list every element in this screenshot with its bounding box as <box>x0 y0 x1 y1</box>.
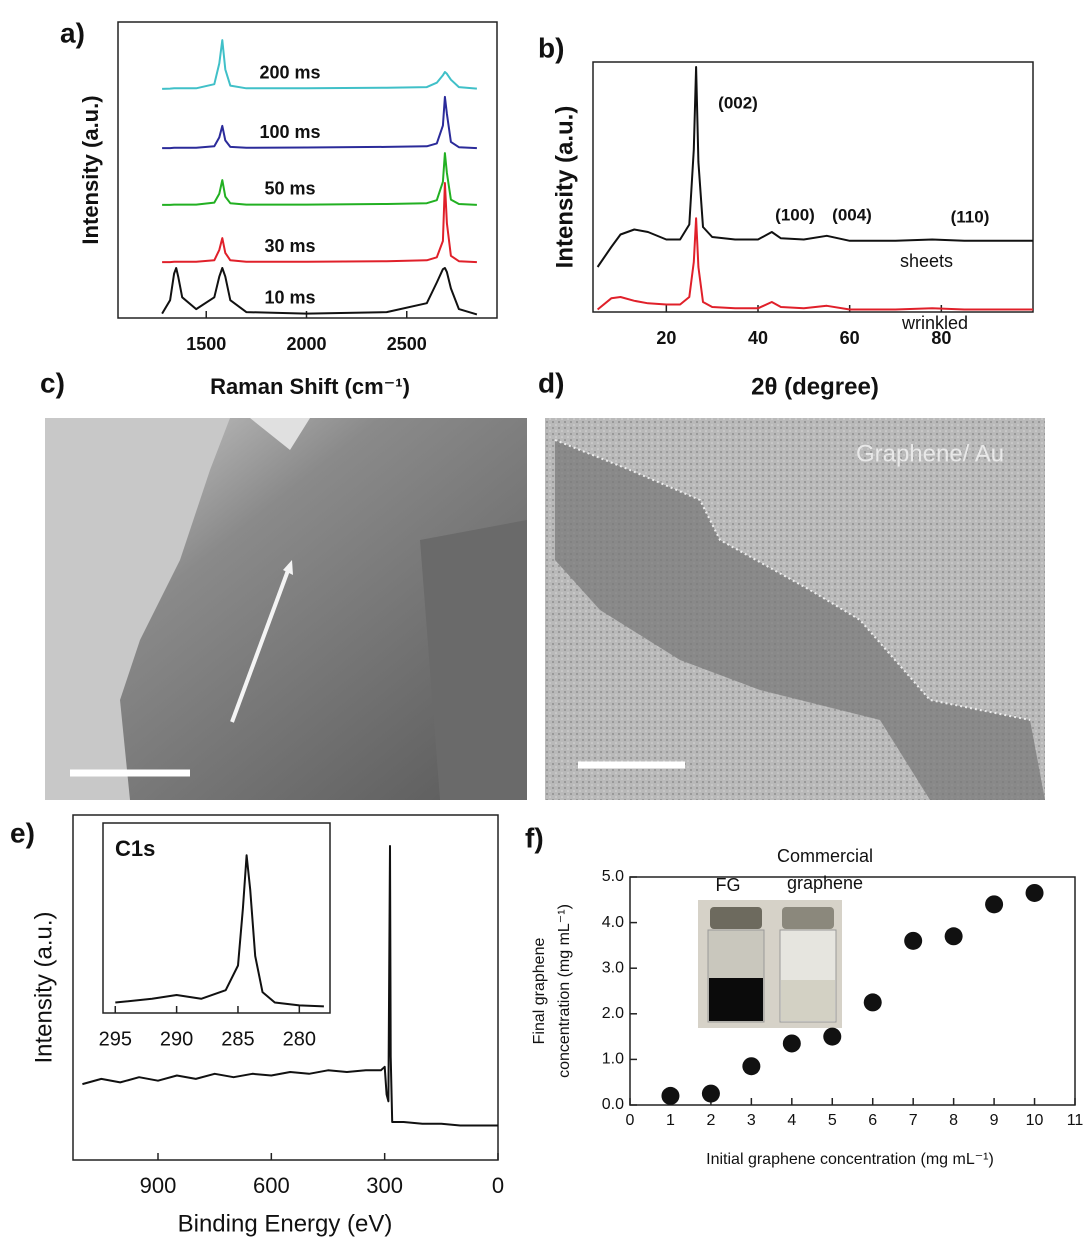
y-axis-title: Intensity (a.u.) <box>78 95 103 244</box>
x-tick-label: 6 <box>868 1112 877 1129</box>
series-line <box>162 152 477 206</box>
inset-title: C1s <box>115 836 155 861</box>
panel-label: f) <box>525 822 544 853</box>
inset-label: Commercial <box>777 846 873 866</box>
y-axis-title: concentration (mg mL⁻¹) <box>556 904 573 1078</box>
x-tick-label: 295 <box>99 1028 132 1050</box>
peak-annotation: (100) <box>775 205 815 224</box>
point <box>1025 883 1044 902</box>
panel-label: d) <box>538 367 564 398</box>
y-axis-title: Intensity (a.u.) <box>30 911 57 1063</box>
panel-label: a) <box>60 17 85 48</box>
series-label: 100 ms <box>259 122 320 142</box>
point <box>944 927 963 946</box>
peak-annotation: (002) <box>718 93 758 112</box>
y-tick-label: 5.0 <box>602 868 624 885</box>
x-tick-label: 9 <box>990 1112 999 1129</box>
series-label: 200 ms <box>259 63 320 83</box>
x-axis-title: Binding Energy (eV) <box>178 1210 393 1237</box>
x-tick-label: 7 <box>909 1112 918 1129</box>
x-tick-label: 4 <box>787 1112 796 1129</box>
series-line <box>161 267 478 316</box>
y-tick-label: 0.0 <box>602 1096 624 1113</box>
x-tick-label: 60 <box>840 328 860 348</box>
x-tick-label: 290 <box>160 1028 193 1050</box>
y-tick-label: 2.0 <box>602 1005 624 1022</box>
x-tick-label: 80 <box>931 328 951 348</box>
y-axis-title: Intensity (a.u.) <box>551 106 578 269</box>
point <box>823 1027 842 1046</box>
x-tick-label: 900 <box>140 1173 177 1198</box>
series-line <box>162 95 477 150</box>
plot-frame <box>102 822 331 1014</box>
series-label: 30 ms <box>264 236 315 256</box>
y-axis-title: Final graphene <box>531 938 548 1045</box>
x-tick-label: 20 <box>656 328 676 348</box>
x-tick-label: 0 <box>626 1112 635 1129</box>
panel-label: e) <box>10 817 35 848</box>
x-tick-label: 3 <box>747 1112 756 1129</box>
point <box>782 1034 801 1053</box>
panel-label: c) <box>40 367 65 398</box>
plot-frame <box>629 876 1076 1106</box>
x-tick-label: 5 <box>828 1112 837 1129</box>
sem-image-d <box>545 418 1045 800</box>
series-line <box>115 854 324 1008</box>
y-tick-label: 3.0 <box>602 959 624 976</box>
series-line <box>162 182 477 264</box>
inset-label: FG <box>716 875 741 895</box>
point <box>661 1086 680 1105</box>
x-tick-label: 2000 <box>286 334 326 354</box>
x-tick-label: 1 <box>666 1112 675 1129</box>
series-line <box>596 217 1033 311</box>
point <box>985 895 1004 914</box>
y-tick-label: 1.0 <box>602 1051 624 1068</box>
peak-annotation: (004) <box>832 205 872 224</box>
point <box>701 1084 720 1103</box>
x-tick-label: 300 <box>366 1173 403 1198</box>
series-line <box>82 845 498 1127</box>
x-axis-title: Raman Shift (cm⁻¹) <box>210 374 410 399</box>
x-axis-title: 2θ (degree) <box>751 373 879 400</box>
series-label: wrinkled <box>901 313 968 333</box>
image-annotation: Graphene/ Au <box>856 440 1004 467</box>
plot-frame <box>592 61 1034 313</box>
series-label: 10 ms <box>264 287 315 307</box>
plot-frame <box>117 21 498 319</box>
x-tick-label: 2500 <box>387 334 427 354</box>
sem-image-c <box>45 418 527 800</box>
series-line <box>596 66 1033 268</box>
peak-annotation: (110) <box>951 207 990 226</box>
panel-label: b) <box>538 32 564 63</box>
x-axis-title: Initial graphene concentration (mg mL⁻¹) <box>706 1151 994 1168</box>
vial-photo <box>698 900 842 1028</box>
x-tick-label: 40 <box>748 328 768 348</box>
plot-frame <box>72 814 499 1161</box>
series-label: sheets <box>900 251 953 271</box>
x-tick-label: 10 <box>1026 1112 1044 1129</box>
inset-label: graphene <box>787 873 863 893</box>
x-tick-label: 285 <box>221 1028 254 1050</box>
point <box>742 1057 761 1076</box>
point <box>863 993 882 1012</box>
point <box>904 931 923 950</box>
y-tick-label: 4.0 <box>602 914 624 931</box>
x-tick-label: 1500 <box>186 334 226 354</box>
x-tick-label: 2 <box>706 1112 715 1129</box>
x-tick-label: 0 <box>492 1173 504 1198</box>
x-tick-label: 280 <box>283 1028 316 1050</box>
x-tick-label: 600 <box>253 1173 290 1198</box>
series-label: 50 ms <box>264 179 315 199</box>
x-tick-label: 11 <box>1067 1112 1084 1129</box>
series-line <box>162 39 477 90</box>
x-tick-label: 8 <box>949 1112 958 1129</box>
